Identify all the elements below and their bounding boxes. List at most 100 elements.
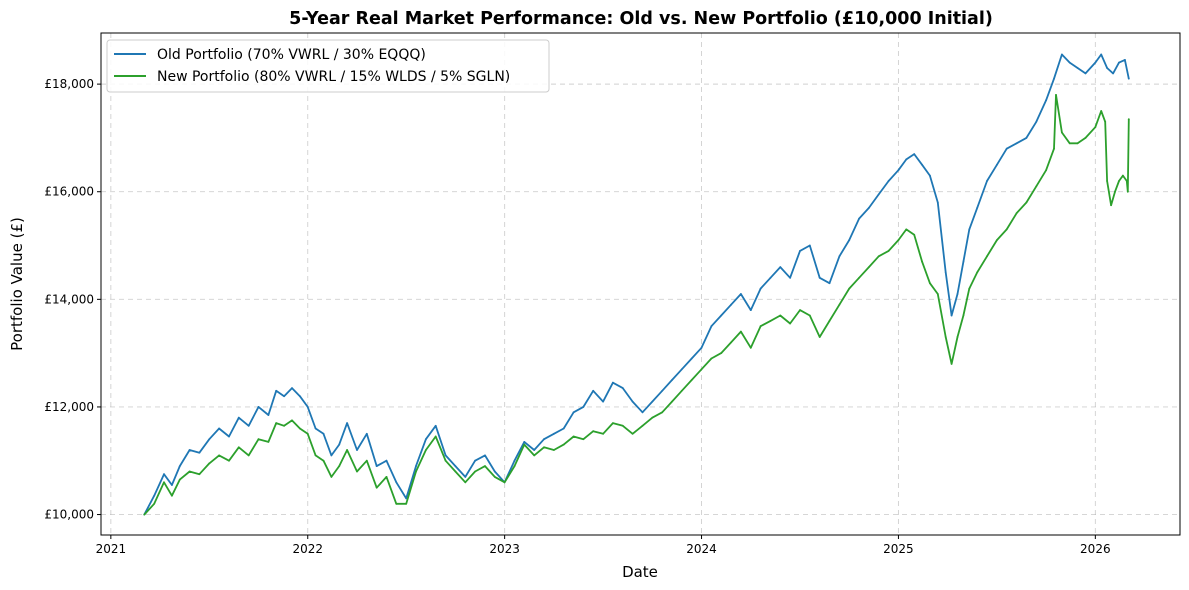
data-point-new-portfolio [513, 465, 516, 467]
data-point-old-portfolio [592, 389, 595, 392]
data-point-new-portfolio [749, 346, 752, 349]
x-tick-label: 2022 [292, 542, 323, 556]
data-point-old-portfolio [434, 424, 437, 427]
data-point-new-portfolio [858, 276, 860, 279]
data-point-old-portfolio [759, 287, 762, 290]
data-point-new-portfolio [171, 494, 173, 497]
data-point-new-portfolio [1106, 180, 1108, 182]
data-point-new-portfolio [944, 336, 947, 338]
data-point-old-portfolio [968, 228, 971, 231]
data-point-old-portfolio [621, 387, 624, 389]
data-point-old-portfolio [1061, 53, 1063, 56]
data-point-old-portfolio [283, 395, 285, 398]
data-point-old-portfolio [799, 250, 801, 252]
x-tick-label: 2021 [96, 542, 127, 556]
data-point-old-portfolio [1112, 72, 1114, 75]
data-point-old-portfolio [188, 449, 191, 451]
data-point-old-portfolio [523, 441, 526, 443]
data-point-new-portfolio [887, 250, 890, 252]
data-point-new-portfolio [375, 486, 378, 489]
data-point-old-portfolio [612, 381, 614, 384]
data-point-old-portfolio [950, 314, 953, 317]
data-point-new-portfolio [208, 462, 211, 465]
data-point-new-portfolio [996, 239, 998, 242]
data-point-new-portfolio [913, 233, 916, 236]
data-point-new-portfolio [1015, 212, 1018, 215]
data-point-old-portfolio [818, 276, 821, 279]
data-point-new-portfolio [415, 470, 417, 473]
data-point-old-portfolio [275, 389, 278, 392]
data-point-old-portfolio [913, 153, 916, 156]
data-point-new-portfolio [1005, 228, 1008, 231]
data-point-new-portfolio [612, 422, 614, 424]
data-point-old-portfolio [493, 470, 496, 473]
data-point-new-portfolio [444, 459, 447, 462]
data-point-new-portfolio [425, 449, 427, 451]
data-point-old-portfolio [631, 400, 634, 403]
data-point-new-portfolio [291, 419, 293, 422]
data-point-old-portfolio [808, 244, 811, 247]
data-point-old-portfolio [1076, 67, 1079, 69]
data-point-new-portfolio [700, 368, 703, 371]
data-point-new-portfolio [405, 502, 408, 505]
data-point-new-portfolio [759, 325, 762, 328]
data-point-old-portfolio [1005, 147, 1008, 150]
data-point-old-portfolio [346, 422, 348, 424]
data-point-old-portfolio [415, 465, 417, 467]
data-point-old-portfolio [267, 414, 270, 416]
data-point-old-portfolio [153, 494, 156, 497]
data-point-old-portfolio [996, 163, 998, 166]
x-axis: 2021 2022 2023 2024 2025 2026 [96, 535, 1111, 556]
y-tick-label: £12,000 [44, 400, 94, 414]
data-point-new-portfolio [769, 320, 772, 322]
data-point-new-portfolio [143, 513, 146, 516]
data-point-new-portfolio [267, 441, 270, 443]
data-point-old-portfolio [198, 451, 201, 454]
data-point-old-portfolio [338, 443, 341, 446]
data-point-new-portfolio [434, 435, 437, 438]
data-point-new-portfolio [905, 228, 908, 231]
data-point-new-portfolio [322, 459, 325, 462]
data-point-new-portfolio [1055, 94, 1057, 96]
data-point-new-portfolio [582, 438, 585, 441]
data-point-old-portfolio [1124, 59, 1126, 61]
data-point-new-portfolio [338, 465, 341, 467]
data-point-new-portfolio [572, 435, 575, 438]
data-point-old-portfolio [464, 476, 467, 478]
data-point-new-portfolio [936, 293, 939, 295]
data-point-new-portfolio [602, 432, 604, 435]
series-line-old-portfolio [143, 53, 1130, 516]
data-point-new-portfolio [464, 481, 467, 484]
data-point-new-portfolio [641, 424, 644, 427]
data-point-old-portfolio [1025, 137, 1028, 139]
data-point-new-portfolio [592, 430, 595, 433]
data-point-old-portfolio [257, 406, 260, 408]
data-point-new-portfolio [720, 352, 723, 354]
data-point-old-portfolio [306, 406, 309, 408]
data-point-old-portfolio [828, 282, 831, 285]
data-point-new-portfolio [1045, 169, 1047, 172]
data-point-new-portfolio [257, 438, 260, 441]
data-point-new-portfolio [346, 449, 348, 451]
y-tick-label: £14,000 [44, 292, 94, 306]
data-point-new-portfolio [950, 363, 953, 365]
series-group [143, 53, 1130, 516]
data-point-old-portfolio [291, 387, 293, 389]
data-point-new-portfolio [956, 336, 959, 338]
data-point-old-portfolio [444, 454, 447, 457]
legend-label-old-portfolio: Old Portfolio (70% VWRL / 30% EQQQ) [157, 47, 426, 63]
data-point-old-portfolio [700, 346, 703, 349]
data-point-old-portfolio [237, 416, 240, 419]
data-point-old-portfolio [661, 389, 664, 392]
data-point-new-portfolio [198, 473, 201, 476]
data-point-old-portfolio [562, 427, 565, 430]
data-point-new-portfolio [661, 411, 664, 414]
data-point-old-portfolio [1035, 120, 1038, 123]
grid [101, 33, 1180, 535]
data-point-old-portfolio [710, 325, 713, 328]
data-point-new-portfolio [828, 320, 831, 322]
data-point-old-portfolio [921, 163, 923, 166]
data-point-new-portfolio [237, 446, 240, 449]
data-point-old-portfolio [769, 276, 772, 279]
